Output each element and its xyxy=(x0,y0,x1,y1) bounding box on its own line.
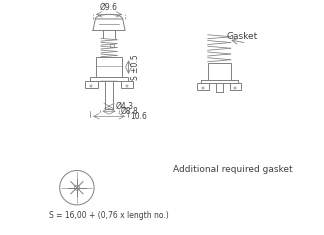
Text: Gasket: Gasket xyxy=(227,32,258,41)
Bar xyxy=(197,83,209,90)
Text: Ø8.8: Ø8.8 xyxy=(121,107,139,116)
Bar xyxy=(201,80,237,83)
Text: Ø4.3: Ø4.3 xyxy=(115,102,133,111)
Text: S ±0.5: S ±0.5 xyxy=(131,54,140,80)
Bar xyxy=(234,87,236,89)
Bar xyxy=(90,85,92,87)
Bar xyxy=(126,85,128,87)
Text: S = 16,00 + (0,76 x length no.): S = 16,00 + (0,76 x length no.) xyxy=(49,211,169,220)
Bar xyxy=(121,81,133,88)
Bar xyxy=(85,81,98,88)
Bar xyxy=(208,63,231,80)
Text: Ø9.6: Ø9.6 xyxy=(100,3,118,12)
Text: 10.6: 10.6 xyxy=(130,112,147,121)
Bar xyxy=(90,77,128,81)
Bar xyxy=(110,44,114,47)
Bar xyxy=(229,83,241,90)
Bar xyxy=(202,87,204,89)
Text: Additional required gasket: Additional required gasket xyxy=(173,165,293,174)
Bar xyxy=(97,57,122,77)
